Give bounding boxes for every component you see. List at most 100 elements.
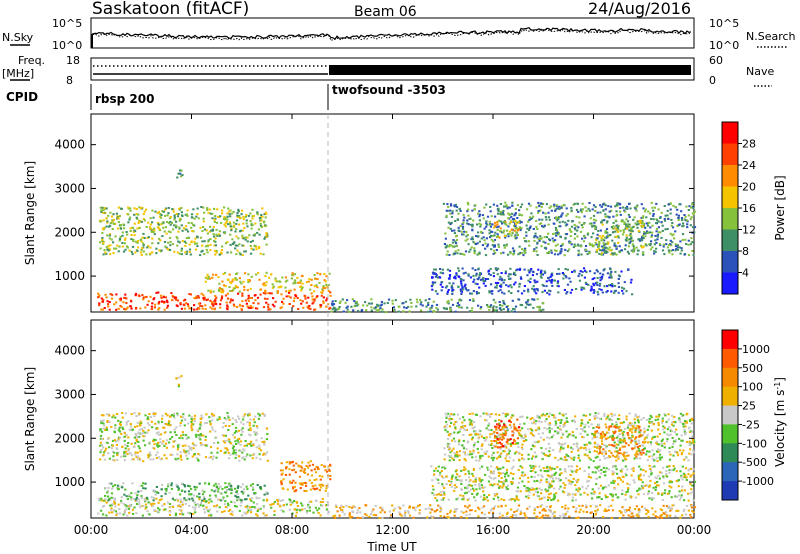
data-cell [365,504,368,507]
data-cell [256,502,259,505]
data-cell [496,221,499,223]
data-cell [454,510,457,513]
data-cell [448,307,452,310]
data-cell [687,214,690,217]
data-cell [625,491,628,494]
data-cell [228,213,231,216]
data-cell [693,231,696,234]
data-cell [362,304,365,307]
data-cell [597,244,600,247]
data-cell [580,224,583,226]
data-cell [310,474,314,477]
data-cell [477,212,480,215]
data-cell [615,224,618,227]
data-cell [370,298,373,301]
data-cell [319,501,322,504]
data-cell [341,511,344,513]
data-cell [201,305,204,308]
data-cell [234,418,237,421]
data-cell [258,507,261,510]
data-cell [693,506,697,509]
data-cell [593,493,596,495]
data-cell [511,307,515,310]
data-cell [581,270,584,273]
data-cell [400,514,403,517]
data-cell [203,490,206,493]
data-cell [107,303,110,306]
data-cell [165,457,168,460]
data-cell [139,420,142,423]
data-cell [621,468,624,471]
data-cell [523,268,526,271]
data-cell [97,296,100,299]
data-cell [629,237,632,240]
data-cell [247,414,250,417]
data-cell [584,236,587,239]
data-cell [379,307,382,310]
data-cell [587,480,590,482]
data-cell [229,508,232,511]
data-cell [199,423,202,426]
data-cell [592,282,595,285]
data-cell [593,290,596,293]
data-cell [183,485,187,488]
data-cell [630,474,633,477]
data-cell [418,509,421,512]
data-cell [292,479,295,482]
data-cell [662,466,665,469]
data-cell [329,478,332,481]
data-cell [184,251,187,254]
data-cell [584,206,587,209]
data-cell [245,219,248,222]
data-cell [162,440,165,443]
data-cell [458,475,461,478]
data-cell [516,508,519,511]
data-cell [552,512,555,514]
data-cell [311,463,315,466]
data-cell [580,211,583,214]
data-cell [477,267,480,270]
data-cell [516,204,519,207]
data-cell [600,252,603,255]
data-cell [507,290,510,293]
data-cell [623,248,627,251]
data-cell [494,286,497,289]
data-cell [192,444,195,447]
data-cell [334,504,337,507]
data-cell [245,485,248,488]
data-cell [628,202,631,205]
data-cell [481,486,484,489]
data-cell [551,467,554,470]
data-cell [165,207,168,210]
data-cell [551,272,554,275]
data-cell [162,226,165,229]
data-cell [197,459,200,462]
data-cell [442,490,445,493]
data-cell [188,248,192,251]
data-cell [349,516,352,519]
data-cell [429,310,432,313]
data-cell [599,279,602,282]
data-cell [651,246,654,249]
data-cell [549,505,552,508]
data-cell [182,450,186,453]
data-cell [373,307,376,310]
data-cell [642,253,645,256]
data-cell [108,457,111,460]
data-cell [123,450,126,453]
data-cell [545,467,548,470]
data-cell [605,251,608,254]
data-cell [208,230,211,233]
data-cell [310,278,313,281]
data-cell [160,498,163,501]
data-cell [532,285,535,288]
data-cell [130,413,133,416]
data-cell [507,253,510,256]
data-cell [502,209,505,212]
data-cell [566,291,569,293]
data-cell [263,452,266,455]
data-cell [439,509,443,511]
data-cell [252,215,255,217]
data-cell [616,213,619,216]
data-cell [249,305,252,308]
